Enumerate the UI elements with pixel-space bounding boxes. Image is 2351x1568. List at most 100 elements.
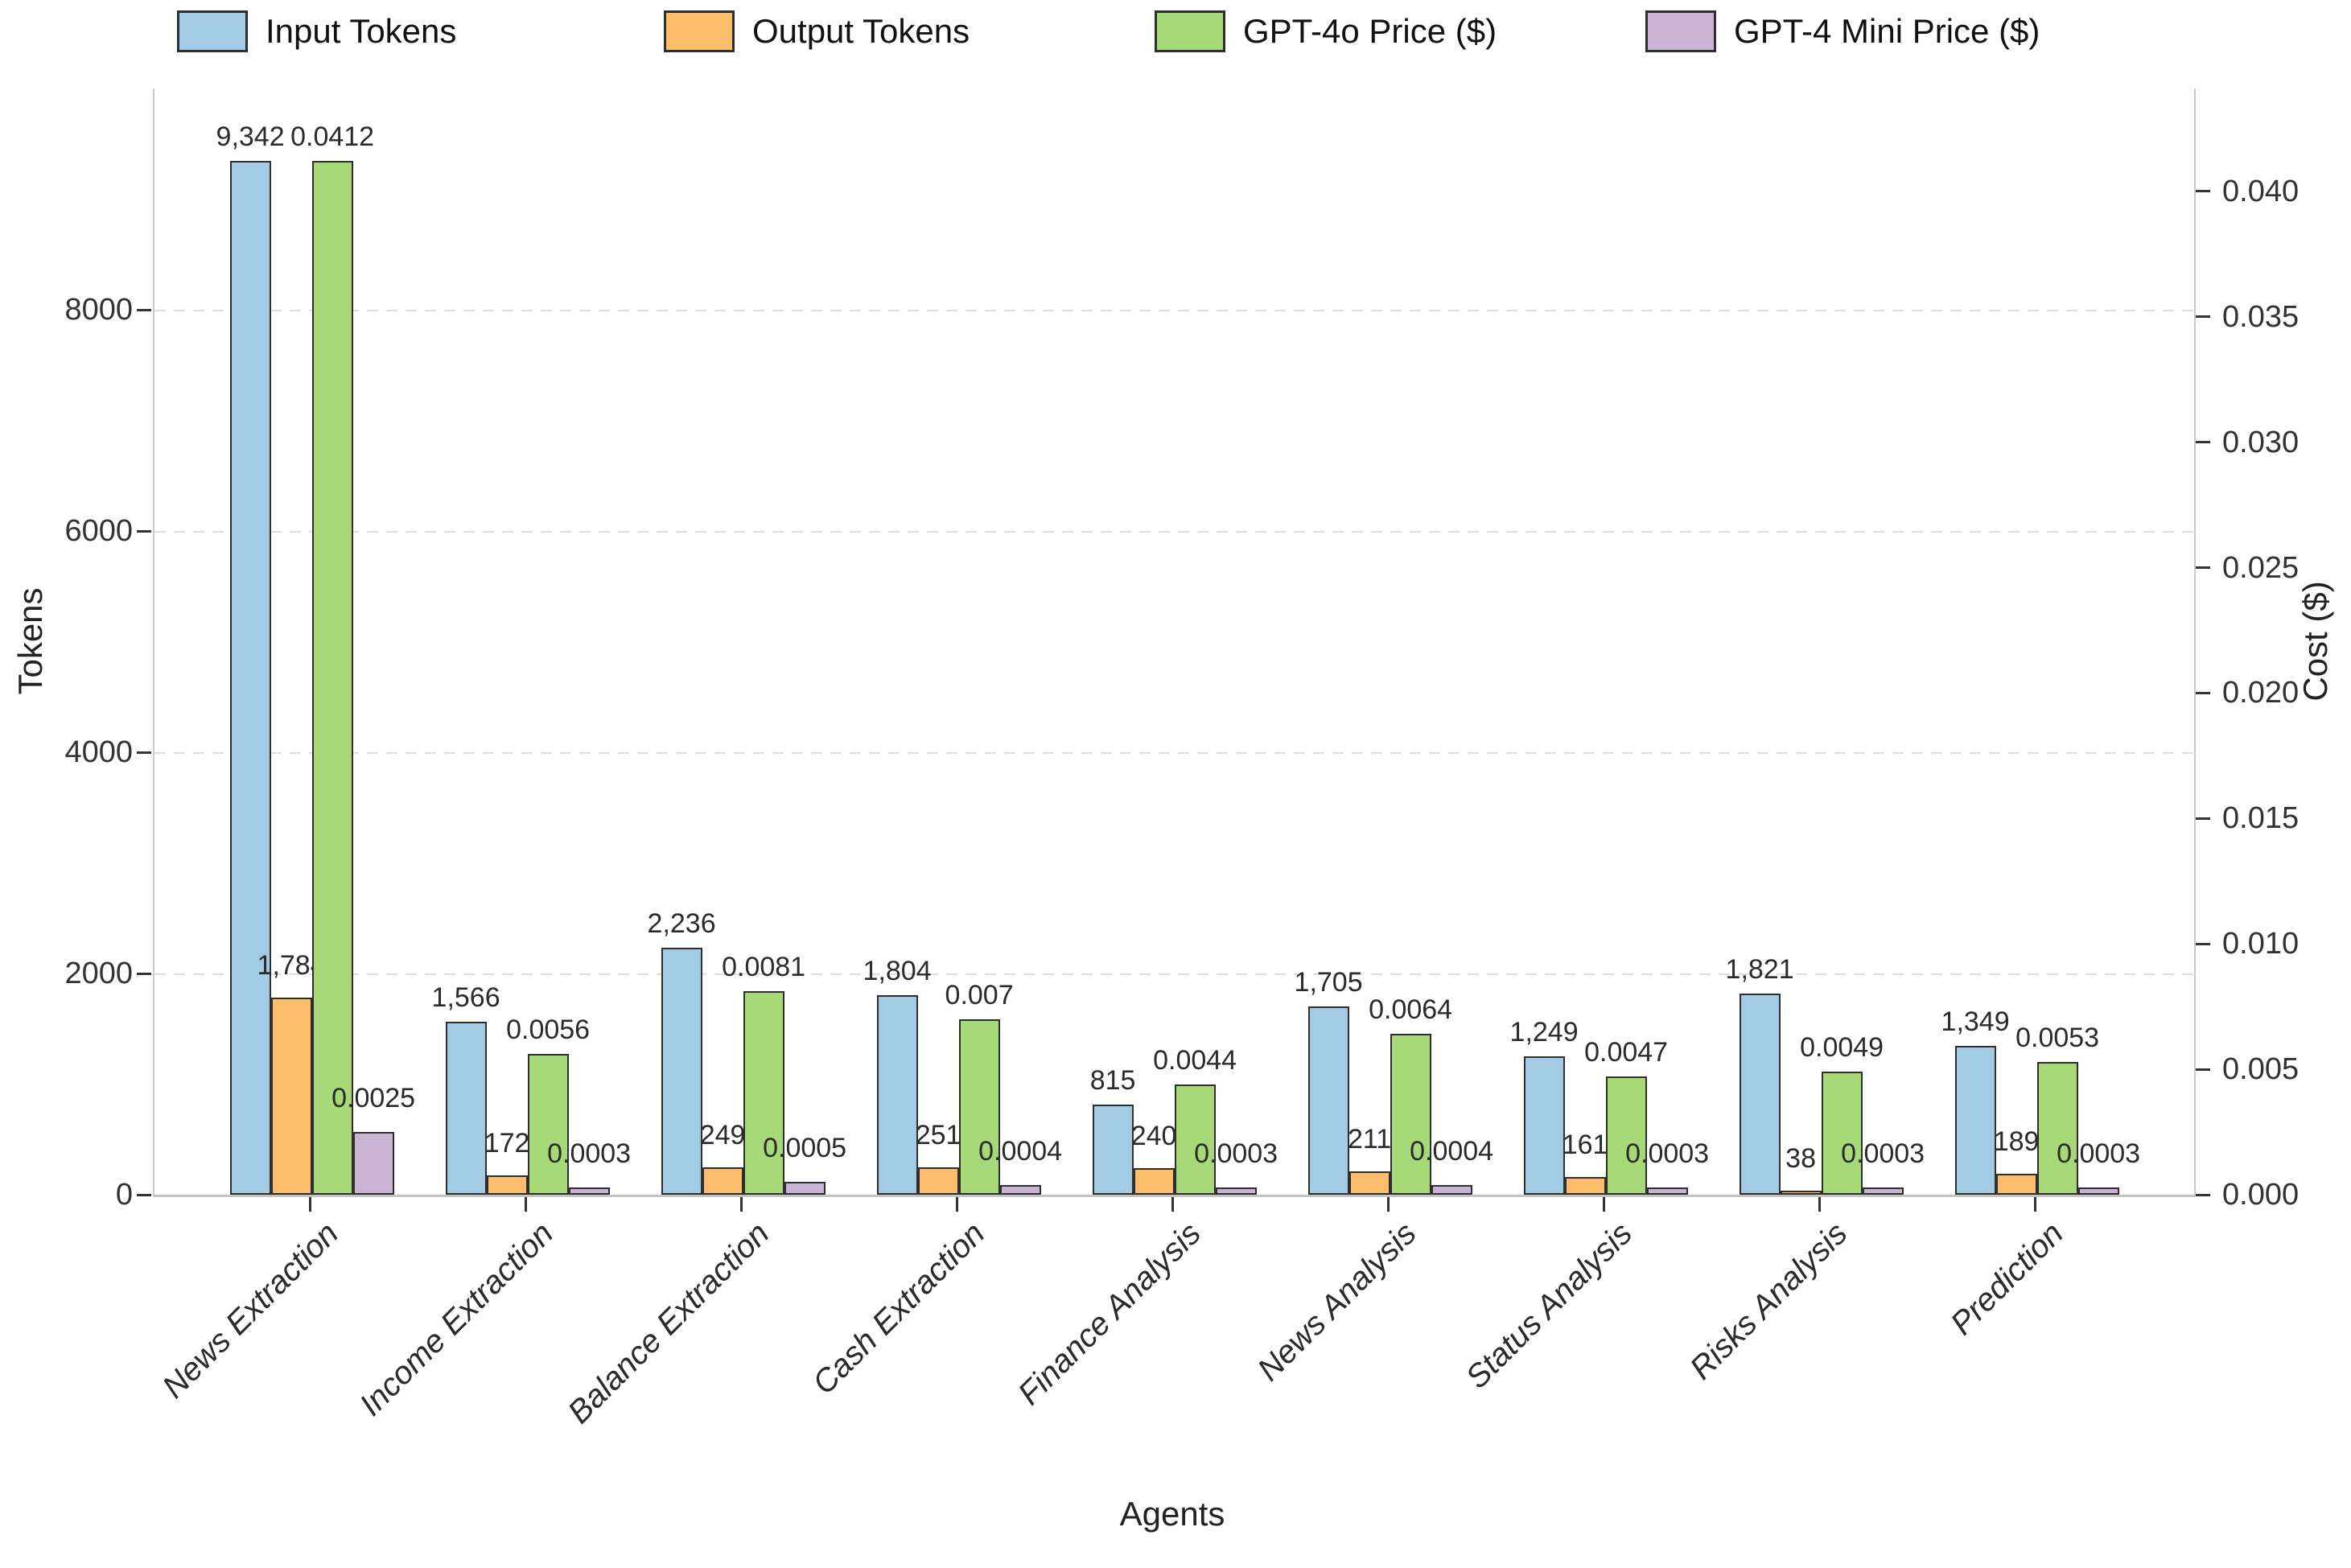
bar-input-tokens bbox=[1092, 1104, 1134, 1195]
bar-gpt-4-mini-price bbox=[568, 1187, 610, 1195]
bar-group-cash-extraction: 1,804 251 0.007 0.0004 bbox=[863, 88, 1062, 1195]
legend-label-output-tokens: Output Tokens bbox=[752, 12, 970, 50]
bar-gpt-4o-price bbox=[2036, 1061, 2078, 1195]
bar-value-label: 38 bbox=[1785, 1142, 1817, 1174]
gridline bbox=[154, 531, 2194, 533]
legend-item-gpt4-mini-price: GPT-4 Mini Price ($) bbox=[1645, 8, 2040, 55]
x-tick-label: Finance Analysis bbox=[1011, 1216, 1208, 1412]
bar-value-label: 2,236 bbox=[647, 907, 716, 939]
plot-area: 9,342 1,784 0.0412 0.0025 1,566 172 0.0056 0.00… bbox=[153, 88, 2196, 1197]
bar-output-tokens bbox=[1995, 1174, 2037, 1195]
bar-value-label: 0.0025 bbox=[331, 1083, 416, 1114]
bar-group-news-extraction: 9,342 1,784 0.0412 0.0025 bbox=[216, 88, 415, 1195]
bar-output-tokens bbox=[702, 1167, 743, 1195]
bar-value-label: 0.0081 bbox=[722, 952, 806, 983]
bar-gpt-4o-price bbox=[527, 1054, 569, 1195]
bar-gpt-4o-price bbox=[1174, 1084, 1216, 1195]
bar-slot: 0.0004 bbox=[1410, 88, 1493, 1195]
tick-mark bbox=[1387, 1197, 1390, 1212]
bar-value-label: 189 bbox=[1993, 1126, 2040, 1158]
bar-slot: 0.0005 bbox=[763, 88, 846, 1195]
bar-slot: 0.0025 bbox=[331, 88, 415, 1195]
bar-input-tokens bbox=[1739, 993, 1781, 1195]
x-tick-label: Prediction bbox=[1943, 1216, 2070, 1342]
y-axis-right-tick-label: 0.005 bbox=[2222, 1052, 2300, 1087]
legend-swatch-gpt4-mini-price bbox=[1645, 10, 1716, 52]
tick-mark bbox=[2196, 1193, 2210, 1196]
tick-mark bbox=[137, 529, 151, 533]
bar-group-news-analysis: 1,705 211 0.0064 0.0004 bbox=[1295, 88, 1493, 1195]
bar-value-label: 0.0412 bbox=[290, 121, 375, 153]
bar-slot: 0.0056 bbox=[506, 88, 590, 1195]
y-axis-left-tick-label: 8000 bbox=[64, 293, 133, 327]
bar-value-label: 815 bbox=[1089, 1064, 1136, 1096]
bar-gpt-4-mini-price bbox=[352, 1132, 394, 1195]
bar-slot: 815 bbox=[1089, 88, 1136, 1195]
bar-slot: 0.0064 bbox=[1369, 88, 1452, 1195]
legend-label-input-tokens: Input Tokens bbox=[266, 12, 457, 50]
x-tick-label: Income Extraction bbox=[353, 1216, 561, 1423]
legend-item-output-tokens: Output Tokens bbox=[664, 8, 970, 55]
bar-slot: 0.0003 bbox=[1841, 88, 1925, 1195]
x-tick-label: News Analysis bbox=[1250, 1216, 1423, 1388]
bar-slot: 1,821 bbox=[1726, 88, 1794, 1195]
bar-value-label: 0.0053 bbox=[2015, 1022, 2100, 1053]
bar-input-tokens bbox=[661, 947, 702, 1195]
y-axis-right-tick-label: 0.020 bbox=[2222, 676, 2300, 710]
bar-slot: 172 bbox=[484, 88, 529, 1195]
bar-slot: 38 bbox=[1780, 88, 1822, 1195]
bar-value-label: 1,566 bbox=[431, 982, 500, 1013]
bar-group-balance-extraction: 2,236 249 0.0081 0.0005 bbox=[648, 88, 846, 1195]
legend-label-gpt4o-price: GPT-4o Price ($) bbox=[1243, 12, 1497, 50]
tick-mark bbox=[2196, 942, 2210, 945]
bar-input-tokens bbox=[1954, 1045, 1996, 1195]
bar-slot: 1,349 bbox=[1941, 88, 2010, 1195]
tick-mark bbox=[2196, 315, 2210, 319]
tick-mark bbox=[1818, 1197, 1822, 1212]
bar-slot: 1,784 bbox=[257, 88, 326, 1195]
bar-slot: 0.0053 bbox=[2015, 88, 2099, 1195]
y-axis-right-tick-label: 0.010 bbox=[2222, 927, 2300, 961]
legend-item-gpt4o-price: GPT-4o Price ($) bbox=[1155, 8, 1497, 55]
bar-gpt-4-mini-price bbox=[1215, 1187, 1257, 1195]
bar-input-tokens bbox=[876, 994, 918, 1195]
bar-group-finance-analysis: 815 240 0.0044 0.0003 bbox=[1089, 88, 1278, 1195]
bar-gpt-4o-price bbox=[1390, 1034, 1431, 1195]
bar-value-label: 0.0004 bbox=[1410, 1135, 1494, 1167]
bar-value-label: 1,349 bbox=[1941, 1006, 2010, 1037]
bar-slot: 189 bbox=[1993, 88, 2040, 1195]
tick-mark bbox=[525, 1197, 528, 1212]
bar-output-tokens bbox=[270, 997, 312, 1195]
tick-mark bbox=[2196, 1068, 2210, 1071]
bar-output-tokens bbox=[1348, 1171, 1390, 1195]
y-axis-right-tick-label: 0.030 bbox=[2222, 425, 2300, 459]
tick-mark bbox=[2196, 817, 2210, 820]
bar-value-label: 0.0049 bbox=[1800, 1032, 1884, 1064]
bar-slot: 0.0003 bbox=[1625, 88, 1709, 1195]
bar-output-tokens bbox=[1133, 1168, 1175, 1195]
bar-input-tokens bbox=[445, 1021, 487, 1195]
bar-value-label: 0.0044 bbox=[1153, 1044, 1237, 1076]
bar-value-label: 0.0005 bbox=[763, 1133, 847, 1164]
gridline bbox=[154, 310, 2194, 311]
tick-mark bbox=[2196, 190, 2210, 193]
bar-gpt-4o-price bbox=[1821, 1072, 1863, 1195]
tick-mark bbox=[2196, 441, 2210, 444]
bar-slot: 251 bbox=[916, 88, 961, 1195]
bar-value-label: 211 bbox=[1347, 1124, 1392, 1154]
gridline bbox=[154, 752, 2194, 754]
tick-mark bbox=[137, 1193, 151, 1196]
x-axis-title: Agents bbox=[1119, 1495, 1225, 1533]
bar-value-label: 249 bbox=[699, 1119, 746, 1150]
tick-mark bbox=[137, 972, 151, 975]
y-axis-title-right: Cost ($) bbox=[2296, 581, 2334, 702]
y-axis-left-tick-label: 0 bbox=[115, 1178, 133, 1212]
bar-slot: 0.0049 bbox=[1800, 88, 1884, 1195]
bar-slot: 2,236 bbox=[648, 88, 716, 1195]
bar-input-tokens bbox=[229, 161, 271, 1195]
tick-mark bbox=[740, 1197, 743, 1212]
bar-value-label: 0.0003 bbox=[1194, 1138, 1278, 1169]
legend-swatch-input-tokens bbox=[177, 10, 248, 52]
legend-swatch-gpt4o-price bbox=[1155, 10, 1225, 52]
bar-input-tokens bbox=[1307, 1006, 1349, 1195]
